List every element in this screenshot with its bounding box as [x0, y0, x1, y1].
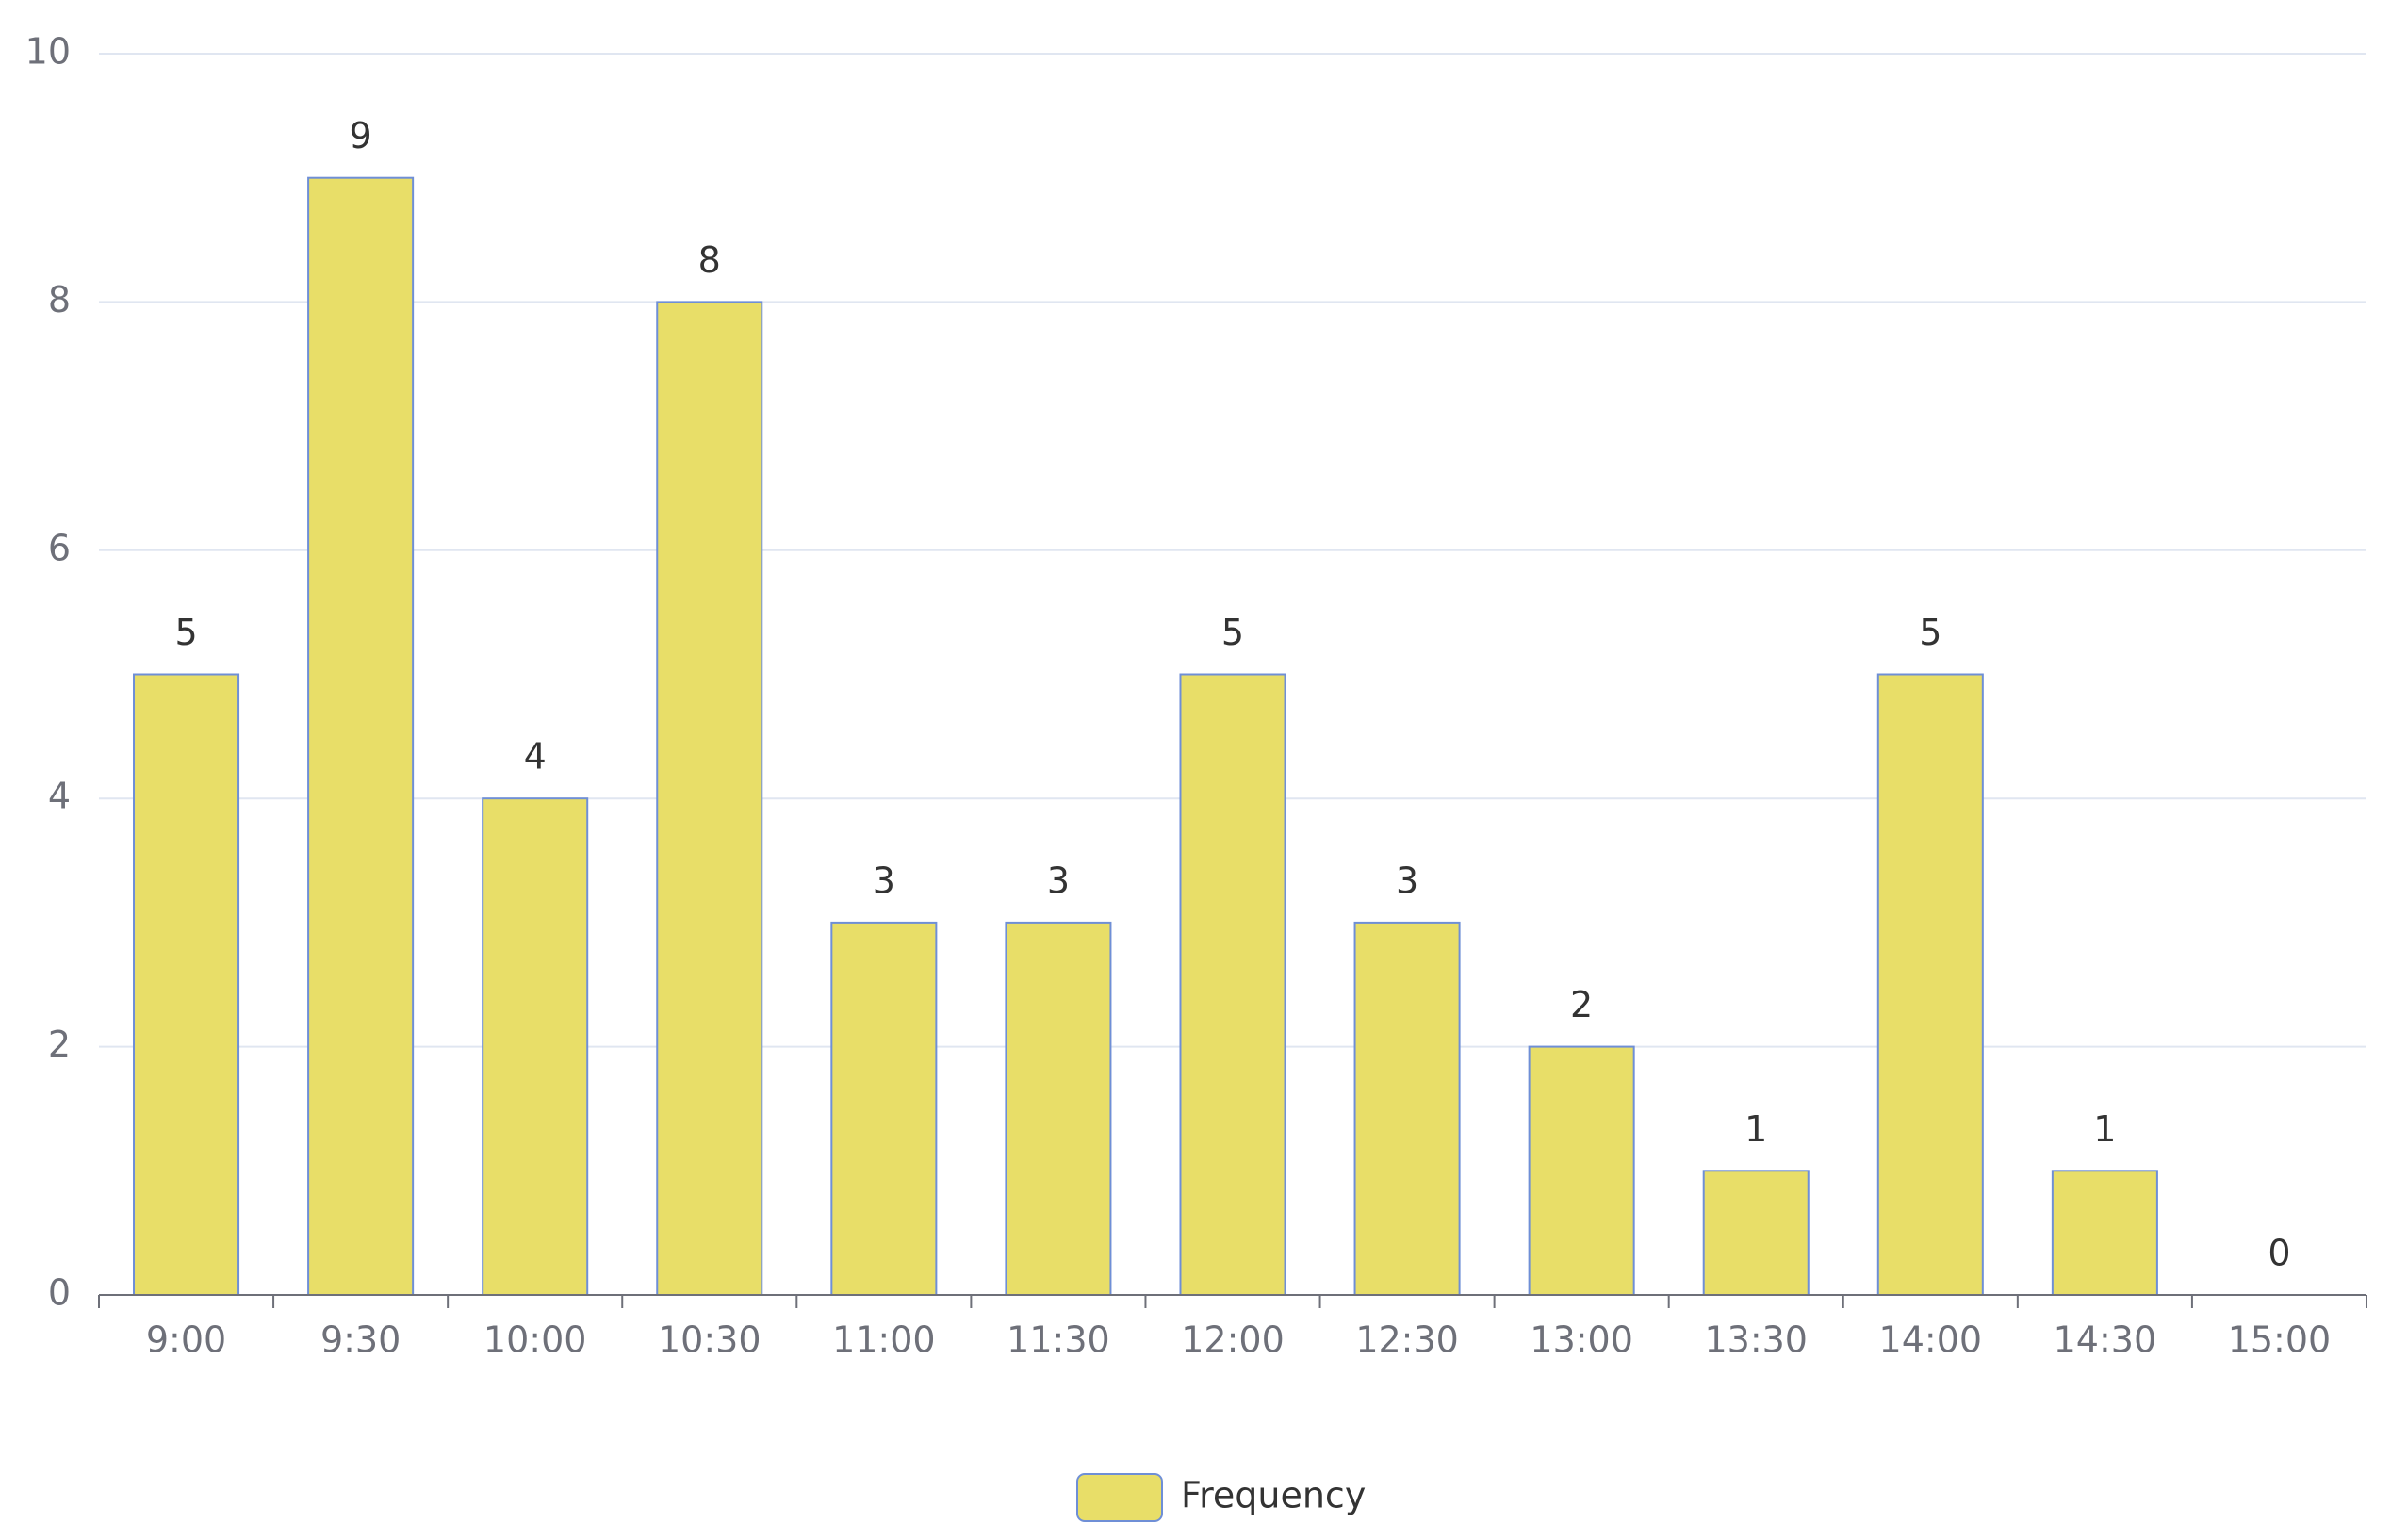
x-tick-label: 14:30 — [2054, 1319, 2157, 1361]
data-label: 3 — [1396, 860, 1418, 901]
bar — [307, 176, 415, 1297]
bar — [133, 673, 240, 1296]
bar — [1876, 673, 1984, 1296]
data-label: 1 — [2093, 1108, 2116, 1150]
bar — [1353, 921, 1461, 1297]
y-tick-label: 8 — [48, 279, 71, 320]
data-label: 5 — [174, 612, 197, 653]
x-tick-label: 10:30 — [658, 1319, 762, 1361]
data-label: 1 — [1744, 1108, 1767, 1150]
x-tick-label: 15:00 — [2228, 1319, 2332, 1361]
bar — [830, 921, 938, 1297]
data-label: 8 — [698, 239, 721, 281]
x-tick-label: 14:00 — [1879, 1319, 1983, 1361]
x-tick-label: 10:00 — [483, 1319, 587, 1361]
x-tick-label: 9:00 — [146, 1319, 226, 1361]
y-tick-label: 6 — [48, 527, 71, 568]
y-tick-label: 10 — [25, 31, 71, 73]
data-label: 3 — [1047, 860, 1070, 901]
legend-label: Frequency — [1181, 1475, 1366, 1516]
data-label: 2 — [1570, 984, 1593, 1025]
data-label: 3 — [873, 860, 895, 901]
x-tick-label: 11:00 — [832, 1319, 936, 1361]
x-tick-label: 11:30 — [1007, 1319, 1110, 1361]
bar — [1179, 673, 1286, 1296]
y-tick-label: 2 — [48, 1024, 71, 1065]
bar — [2051, 1170, 2158, 1297]
data-label: 0 — [2268, 1233, 2290, 1274]
legend-swatch — [1076, 1473, 1163, 1522]
bar — [1005, 921, 1112, 1297]
x-tick-label: 9:30 — [320, 1319, 401, 1361]
bar — [1528, 1045, 1635, 1296]
x-tick-label: 13:30 — [1704, 1319, 1808, 1361]
data-label: 9 — [350, 115, 372, 156]
data-label: 5 — [1221, 612, 1244, 653]
x-tick-label: 12:00 — [1181, 1319, 1285, 1361]
bar — [482, 797, 589, 1296]
y-tick-label: 0 — [48, 1272, 71, 1314]
x-tick-label: 12:30 — [1355, 1319, 1459, 1361]
data-label: 4 — [524, 736, 547, 778]
bar — [1702, 1170, 1810, 1297]
bar — [656, 301, 763, 1296]
y-tick-label: 4 — [48, 776, 71, 817]
data-label: 5 — [1919, 612, 1941, 653]
x-tick-label: 13:00 — [1530, 1319, 1633, 1361]
